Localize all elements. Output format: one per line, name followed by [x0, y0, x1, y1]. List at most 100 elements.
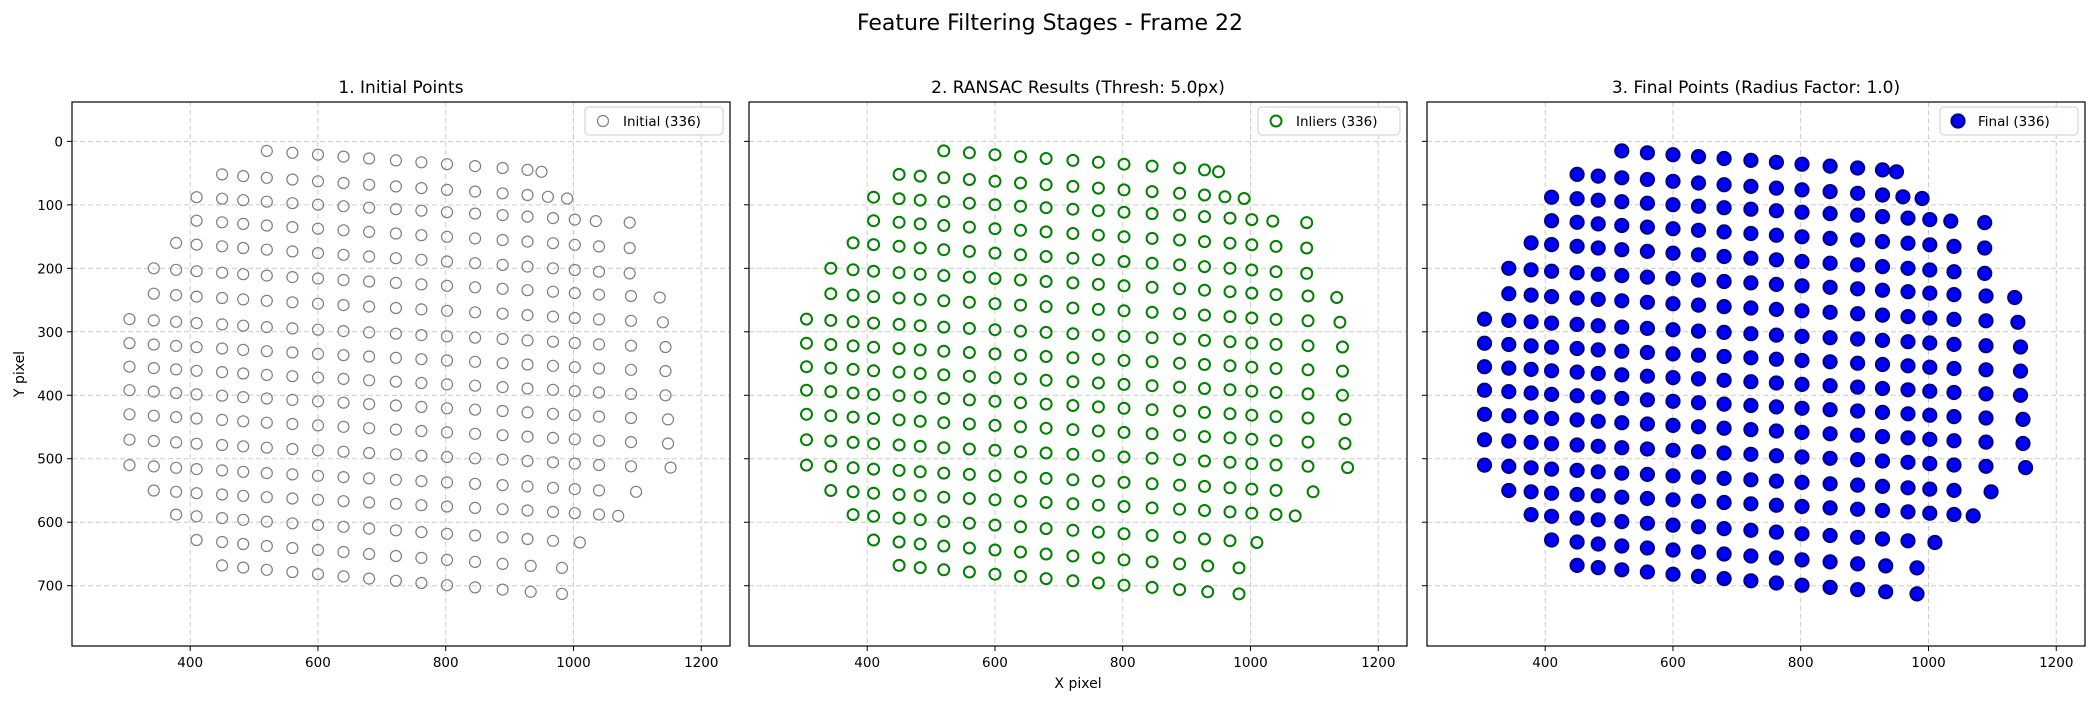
data-point	[535, 165, 548, 178]
data-point	[337, 420, 350, 433]
data-point	[892, 215, 906, 229]
data-point	[1590, 464, 1606, 480]
data-point	[2017, 460, 2034, 476]
data-point	[1117, 500, 1131, 513]
data-point	[846, 315, 860, 329]
data-point	[800, 383, 813, 397]
data-point	[521, 358, 534, 371]
data-point	[867, 290, 881, 304]
data-point	[1794, 229, 1810, 245]
data-point	[216, 216, 229, 229]
data-point	[1245, 506, 1259, 520]
data-point	[1336, 388, 1349, 402]
data-point	[1091, 181, 1105, 195]
data-point	[1569, 290, 1585, 306]
data-point	[260, 563, 273, 576]
data-point	[546, 456, 560, 469]
data-point	[1198, 532, 1211, 546]
x-tick-label: 600	[1660, 655, 1686, 671]
data-point	[216, 342, 229, 355]
x-tick-label: 1200	[684, 655, 718, 671]
data-point	[913, 343, 927, 357]
data-point	[286, 393, 299, 406]
data-point	[1849, 257, 1866, 273]
data-point	[1476, 382, 1493, 398]
data-point	[1665, 542, 1681, 558]
data-point	[1269, 434, 1283, 448]
data-point	[286, 468, 299, 481]
x-tick-label: 600	[305, 655, 331, 671]
data-point	[311, 518, 325, 532]
data-point	[363, 374, 376, 387]
data-point	[1978, 410, 1994, 426]
data-point	[1690, 297, 1707, 313]
data-point	[237, 513, 250, 526]
data-point	[1849, 556, 1866, 572]
data-point	[1716, 200, 1732, 216]
data-point	[1874, 404, 1891, 420]
data-point	[867, 214, 881, 228]
data-point	[389, 203, 402, 216]
data-point	[311, 323, 325, 336]
data-point	[1569, 462, 1585, 478]
data-point	[216, 192, 229, 205]
data-point	[1768, 154, 1785, 170]
data-point	[389, 154, 402, 167]
data-point	[1091, 302, 1105, 316]
data-point	[1145, 379, 1159, 393]
data-point	[1223, 359, 1237, 373]
data-point	[913, 367, 927, 380]
data-point	[2015, 411, 2031, 427]
data-point	[1066, 549, 1080, 563]
data-point	[1066, 301, 1080, 315]
data-point	[867, 509, 881, 523]
data-point	[1039, 471, 1053, 485]
data-point	[1014, 520, 1027, 534]
data-point	[1476, 359, 1493, 375]
data-point	[1198, 260, 1211, 274]
data-point	[1501, 384, 1517, 400]
data-point	[1201, 559, 1215, 573]
data-point	[1743, 250, 1759, 266]
data-point	[1768, 448, 1785, 464]
data-point	[237, 343, 250, 356]
data-point	[521, 163, 534, 176]
data-point	[1639, 171, 1656, 188]
data-point	[337, 299, 350, 312]
data-point	[170, 436, 183, 449]
data-point	[1639, 490, 1656, 507]
data-point	[937, 171, 951, 185]
data-point	[1590, 240, 1606, 256]
data-point	[592, 484, 606, 497]
data-point	[988, 518, 1002, 532]
data-point	[1245, 213, 1259, 227]
data-point	[496, 187, 509, 200]
data-point	[1173, 356, 1187, 370]
data-point	[1091, 449, 1105, 463]
data-point	[892, 192, 906, 206]
data-point	[913, 513, 927, 527]
data-point	[1014, 445, 1027, 459]
data-point	[824, 261, 838, 275]
data-point	[1849, 452, 1866, 468]
data-point	[1173, 282, 1187, 296]
data-point	[1300, 266, 1314, 280]
data-point	[1716, 177, 1732, 193]
data-point	[1822, 279, 1838, 295]
data-point	[988, 418, 1002, 432]
data-point	[216, 266, 229, 279]
data-point	[1218, 190, 1232, 204]
data-point	[1874, 478, 1891, 494]
data-point	[1614, 562, 1630, 578]
data-point	[962, 270, 976, 284]
data-point	[592, 362, 606, 375]
data-point	[1245, 238, 1259, 252]
data-point	[867, 486, 881, 500]
data-point	[1849, 403, 1866, 419]
data-point	[1822, 184, 1838, 200]
data-point	[1665, 517, 1681, 533]
data-point	[1091, 498, 1105, 512]
data-point	[1768, 550, 1785, 566]
data-point	[1014, 298, 1027, 312]
